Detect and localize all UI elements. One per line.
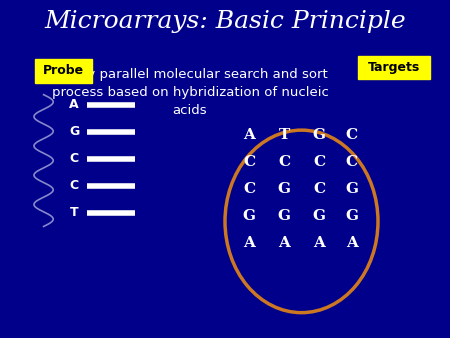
Text: G: G [278,182,291,196]
Text: G: G [345,182,358,196]
Text: A: A [278,236,290,250]
FancyBboxPatch shape [35,59,92,83]
Text: Targets: Targets [368,61,420,74]
Text: A: A [243,236,255,250]
Text: C: C [278,155,290,169]
Text: C: C [70,179,79,192]
Text: G: G [345,209,358,223]
Text: Highly parallel molecular search and sort
process based on hybridization of nucl: Highly parallel molecular search and sor… [52,68,328,117]
Text: Probe: Probe [43,65,84,77]
Text: A: A [346,236,358,250]
Text: A: A [243,128,255,142]
Text: T: T [279,128,290,142]
Text: G: G [278,209,291,223]
Text: A: A [313,236,325,250]
Text: G: G [312,128,325,142]
Text: G: G [243,209,256,223]
Text: C: C [313,155,325,169]
Text: A: A [69,98,79,111]
Text: C: C [243,155,255,169]
Text: Microarrays: Basic Principle: Microarrays: Basic Principle [44,10,406,33]
Text: T: T [70,207,78,219]
Text: G: G [69,125,79,138]
FancyBboxPatch shape [358,56,431,79]
Text: C: C [346,128,358,142]
Text: C: C [346,155,358,169]
Text: C: C [313,182,325,196]
Text: C: C [243,182,255,196]
Text: G: G [312,209,325,223]
Text: C: C [70,152,79,165]
